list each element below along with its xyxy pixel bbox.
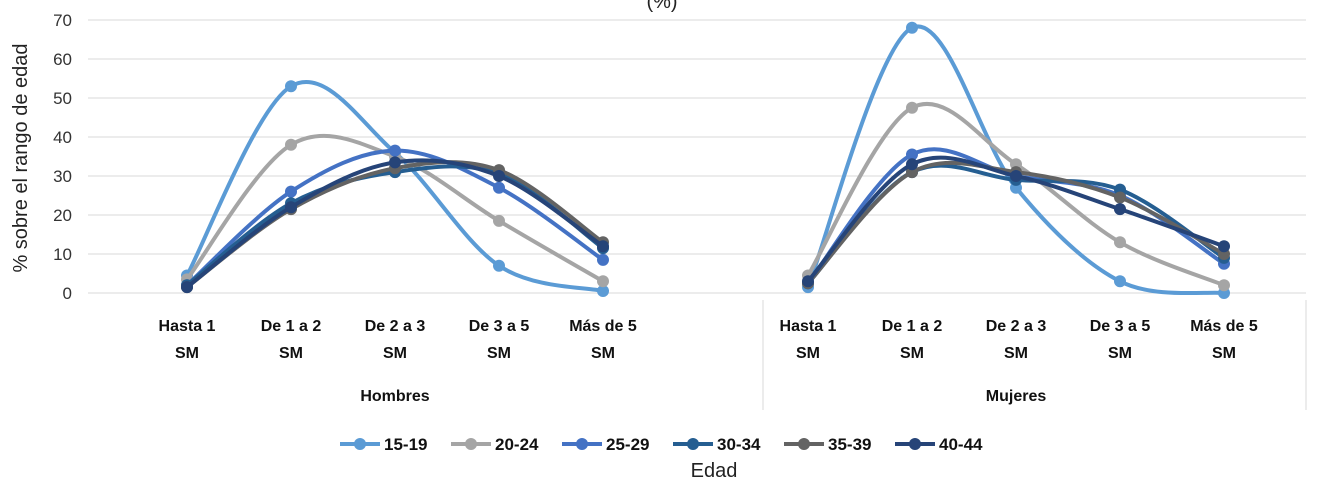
y-tick-label: 40 bbox=[53, 128, 72, 147]
data-point bbox=[906, 21, 918, 34]
legend-swatch-marker bbox=[909, 438, 921, 450]
legend-swatch-marker bbox=[576, 438, 588, 450]
data-point bbox=[1114, 236, 1126, 249]
data-point bbox=[906, 158, 918, 171]
data-point bbox=[1218, 240, 1230, 253]
legend-label: 20-24 bbox=[495, 435, 539, 454]
legend-swatch-marker bbox=[354, 438, 366, 450]
data-point bbox=[1218, 279, 1230, 292]
x-category-label: De 1 a 2 SM bbox=[882, 318, 943, 362]
x-category-label: De 3 a 5 SM bbox=[469, 318, 530, 362]
x-category-label: Hasta 1 SM bbox=[159, 318, 216, 362]
legend-item: 35-39 bbox=[784, 435, 871, 454]
legend-label: 35-39 bbox=[828, 435, 871, 454]
x-category-label: De 2 a 3 SM bbox=[365, 318, 426, 362]
legend-label: 25-29 bbox=[606, 435, 649, 454]
legend-item: 40-44 bbox=[895, 435, 983, 454]
legend-item: 25-29 bbox=[562, 435, 649, 454]
data-point bbox=[597, 253, 609, 266]
data-point bbox=[597, 285, 609, 298]
data-point bbox=[493, 259, 505, 272]
data-point bbox=[493, 170, 505, 182]
data-point bbox=[389, 156, 401, 169]
legend-swatch-marker bbox=[687, 438, 699, 450]
data-point bbox=[597, 275, 609, 288]
legend-item: 15-19 bbox=[340, 435, 427, 454]
chart-title: (%) bbox=[646, 0, 677, 13]
x-category-label: Hasta 1 SM bbox=[780, 318, 837, 362]
series-line bbox=[806, 24, 1225, 296]
data-point bbox=[1114, 191, 1126, 204]
legend: 15-19 20-24 25-29 30-34 35-39 40-44 bbox=[340, 435, 983, 454]
series-20-24 bbox=[181, 101, 1230, 292]
y-axis-ticks: 0 10 20 30 40 50 60 70 bbox=[53, 11, 72, 303]
series-15-19 bbox=[181, 21, 1230, 299]
x-category-label: De 2 a 3 SM bbox=[986, 318, 1047, 362]
x-category-label: De 1 a 2 SM bbox=[261, 318, 322, 362]
data-point bbox=[802, 275, 814, 288]
legend-label: 30-34 bbox=[717, 435, 761, 454]
legend-label: 40-44 bbox=[939, 435, 983, 454]
data-point bbox=[285, 80, 297, 93]
x-group-label: Mujeres bbox=[986, 388, 1047, 405]
y-tick-label: 70 bbox=[53, 11, 72, 30]
y-tick-label: 60 bbox=[53, 50, 72, 69]
series-line bbox=[806, 101, 1225, 288]
series-25-29 bbox=[181, 144, 1230, 292]
data-point bbox=[285, 201, 297, 214]
data-point bbox=[1114, 275, 1126, 288]
data-point bbox=[906, 101, 918, 114]
x-axis-categories: Hasta 1 SM De 1 a 2 SM De 2 a 3 SM De 3 a 5 SM M… bbox=[159, 318, 1258, 362]
y-axis-title: % sobre el rango de edad bbox=[10, 43, 32, 272]
legend-item: 30-34 bbox=[673, 435, 761, 454]
x-category-label: Más de 5 SM bbox=[1190, 318, 1258, 362]
x-category-label: Más de 5 SM bbox=[569, 318, 637, 362]
y-tick-label: 10 bbox=[53, 245, 72, 264]
x-category-label: De 3 a 5 SM bbox=[1090, 318, 1151, 362]
series-40-44 bbox=[181, 155, 1230, 294]
data-point bbox=[285, 185, 297, 198]
data-point bbox=[181, 281, 193, 294]
x-group-label: Hombres bbox=[360, 388, 429, 405]
data-point bbox=[906, 148, 918, 161]
legend-swatch-marker bbox=[465, 438, 477, 450]
y-tick-label: 30 bbox=[53, 167, 72, 186]
data-point bbox=[1010, 170, 1022, 182]
y-tick-label: 50 bbox=[53, 89, 72, 108]
data-point bbox=[597, 240, 609, 253]
data-point bbox=[389, 144, 401, 157]
series-line bbox=[185, 79, 604, 294]
y-tick-label: 20 bbox=[53, 206, 72, 225]
y-tick-label: 0 bbox=[63, 284, 72, 303]
data-point bbox=[285, 138, 297, 151]
data-point bbox=[493, 181, 505, 194]
group-separators bbox=[762, 300, 1307, 410]
legend-swatch-marker bbox=[798, 438, 810, 450]
x-axis-title: Edad bbox=[691, 460, 738, 482]
data-point bbox=[1114, 203, 1126, 216]
series-lines bbox=[181, 21, 1230, 299]
x-axis-groups: Hombres Mujeres bbox=[360, 388, 1046, 405]
legend-item: 20-24 bbox=[451, 435, 539, 454]
gridlines bbox=[88, 19, 1306, 294]
data-point bbox=[493, 214, 505, 227]
legend-label: 15-19 bbox=[384, 435, 427, 454]
